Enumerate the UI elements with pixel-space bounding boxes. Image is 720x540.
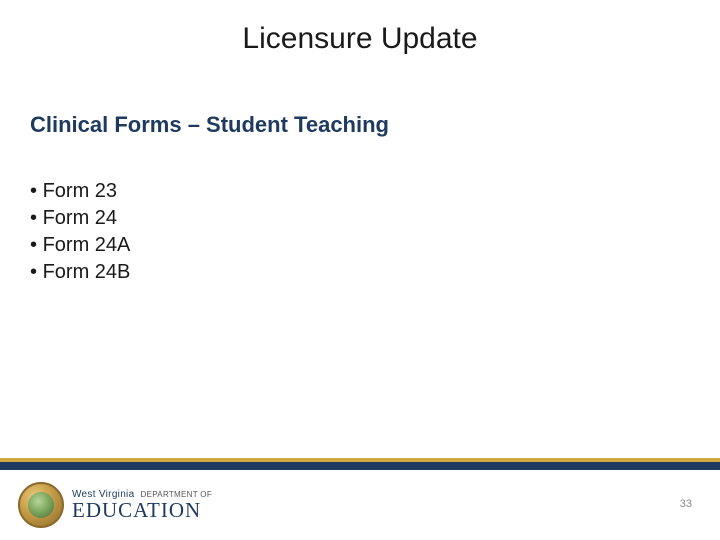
slide-title: Licensure Update xyxy=(0,22,720,56)
page-number: 33 xyxy=(680,498,692,510)
bullet-item: Form 24A xyxy=(30,232,130,259)
bullet-item: Form 24B xyxy=(30,259,130,286)
slide: Licensure Update Clinical Forms – Studen… xyxy=(0,0,720,540)
logo-main-word: EDUCATION xyxy=(72,500,212,521)
logo-text: West Virginia DEPARTMENT OF EDUCATION xyxy=(72,490,212,521)
bullet-item: Form 23 xyxy=(30,178,130,205)
footer-logo: West Virginia DEPARTMENT OF EDUCATION xyxy=(18,482,212,528)
bullet-item: Form 24 xyxy=(30,205,130,232)
state-seal-icon xyxy=(18,482,64,528)
navy-bar xyxy=(0,462,720,470)
slide-subtitle: Clinical Forms – Student Teaching xyxy=(30,112,389,138)
footer-divider xyxy=(0,458,720,470)
bullet-list: Form 23 Form 24 Form 24A Form 24B xyxy=(30,178,130,286)
